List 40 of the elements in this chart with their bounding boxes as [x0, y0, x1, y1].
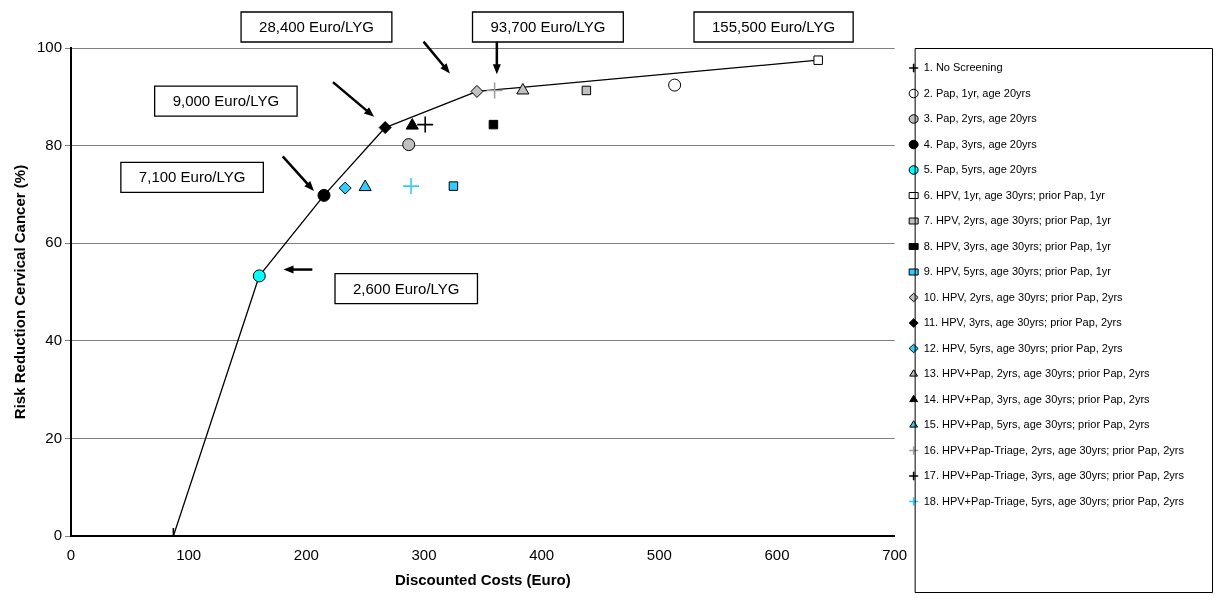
legend-label: 2. Pap, 1yr, age 20yrs	[923, 86, 1032, 99]
legend-label: 4. Pap, 3yrs, age 20yrs	[923, 137, 1038, 150]
x-tick-label: 100	[176, 546, 202, 564]
legend-label: 9. HPV, 5yrs, age 30yrs; prior Pap, 1yr	[923, 265, 1112, 278]
legend-label: 6. HPV, 1yr, age 30yrs; prior Pap, 1yr	[923, 188, 1106, 201]
x-tick-label: 400	[529, 546, 555, 564]
legend-label: 8. HPV, 3yrs, age 30yrs; prior Pap, 1yr	[923, 239, 1112, 252]
legend-label: 13. HPV+Pap, 2yrs, age 30yrs; prior Pap, 2yrs	[923, 367, 1151, 380]
y-tick-label: 80	[45, 135, 63, 153]
annotation: 2,600 Euro/LYG	[353, 279, 460, 297]
legend-label: 17. HPV+Pap-Triage, 3yrs, age 30yrs; prior Pap, 2yrs	[923, 469, 1185, 482]
x-tick-label: 700	[882, 546, 908, 564]
y-tick-label: 60	[45, 233, 63, 251]
legend-label: 12. HPV, 5yrs, age 30yrs; prior Pap, 2yrs	[923, 341, 1124, 354]
x-tick-label: 200	[293, 546, 319, 564]
annotation: 7,100 Euro/LYG	[138, 168, 246, 186]
legend-label: 14. HPV+Pap, 3yrs, age 30yrs; prior Pap, 2yrs	[923, 392, 1151, 405]
x-tick-label: 0	[66, 546, 76, 564]
legend-label: 11. HPV, 3yrs, age 30yrs; prior Pap, 2yrs	[923, 316, 1123, 329]
legend-label: 18. HPV+Pap-Triage, 5yrs, age 30yrs; prior Pap, 2yrs	[923, 494, 1185, 507]
annotation: 9,000 Euro/LYG	[172, 92, 280, 110]
legend-label: 10. HPV, 2yrs, age 30yrs; prior Pap, 2yrs	[923, 290, 1124, 303]
y-tick-label: 20	[45, 428, 63, 446]
x-tick-label: 500	[646, 546, 672, 564]
legend-label: 15. HPV+Pap, 5yrs, age 30yrs; prior Pap, 2yrs	[923, 418, 1151, 431]
legend-label: 16. HPV+Pap-Triage, 2yrs, age 30yrs; prior Pap, 2yrs	[923, 443, 1185, 456]
text: 155,500 Euro/LYG	[712, 18, 836, 36]
x-tick-label: 300	[411, 546, 437, 564]
y-tick-label: 0	[53, 526, 63, 544]
legend-label: 1. No Screening	[923, 61, 1003, 74]
y-tick-label: 40	[45, 330, 63, 348]
x-axis-title: Discounted Costs (Euro)	[394, 571, 571, 589]
legend-label: 5. Pap, 5yrs, age 20yrs	[923, 163, 1038, 176]
legend-label: 3. Pap, 2yrs, age 20yrs	[923, 112, 1038, 125]
x-tick-label: 600	[764, 546, 790, 564]
y-axis-title: Risk Reduction Cervical Cancer (%)	[11, 164, 29, 420]
legend-label: 7. HPV, 2yrs, age 30yrs; prior Pap, 1yr	[923, 214, 1112, 227]
text: 93,700 Euro/LYG	[490, 18, 606, 36]
text: 28,400 Euro/LYG	[259, 18, 374, 36]
y-tick-label: 100	[37, 38, 63, 56]
